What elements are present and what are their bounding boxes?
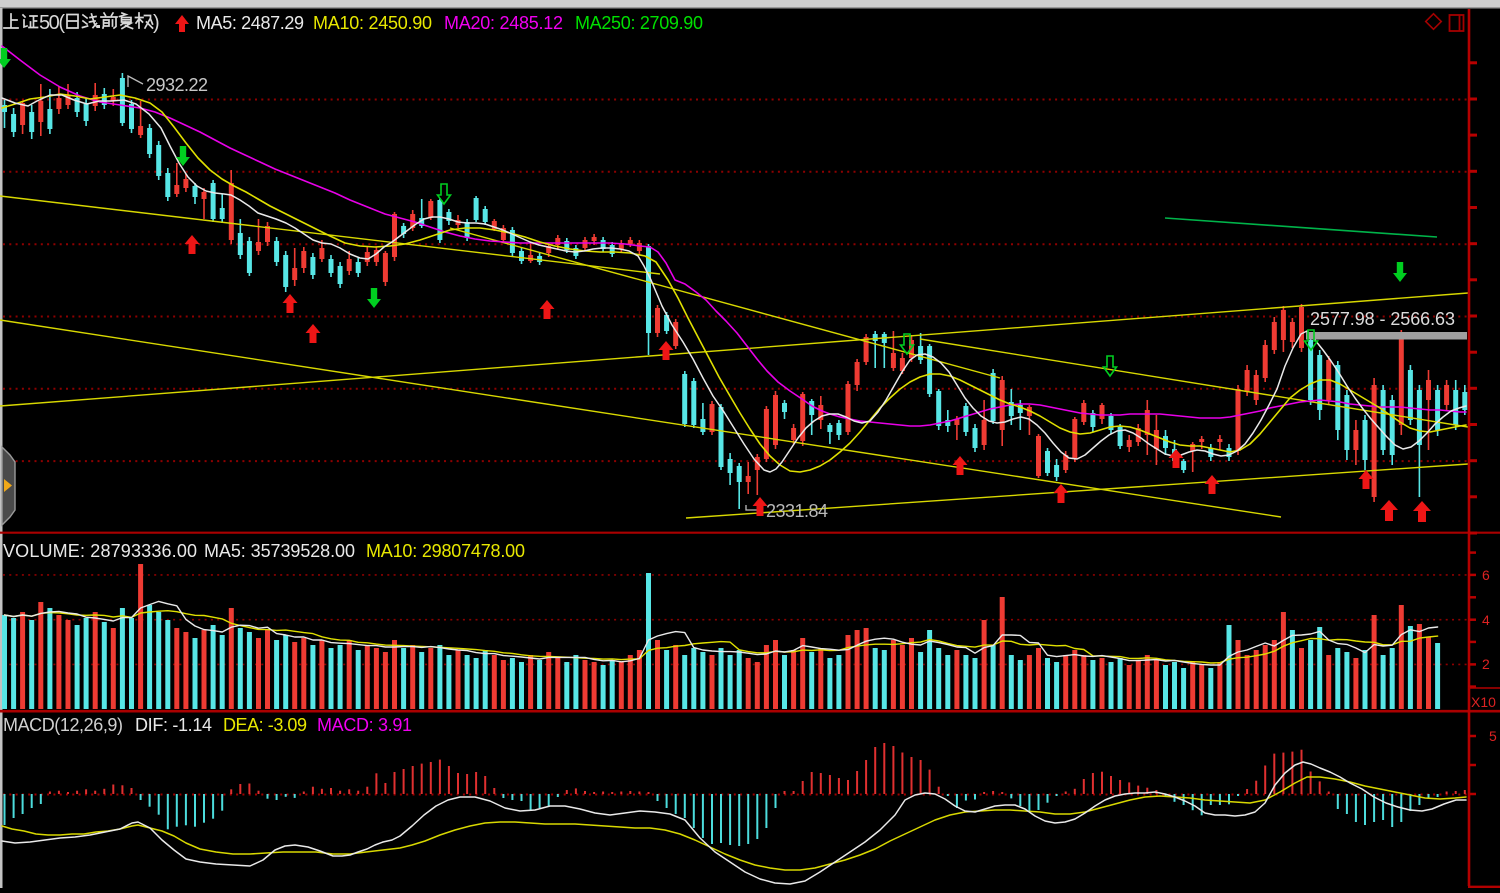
svg-text:VOLUME: 28793336.00: VOLUME: 28793336.00 bbox=[3, 541, 197, 561]
svg-text:X10: X10 bbox=[1471, 694, 1496, 710]
svg-text:2: 2 bbox=[1482, 656, 1490, 672]
svg-text:MA5: 2487.29: MA5: 2487.29 bbox=[196, 13, 304, 33]
svg-text:2932.22: 2932.22 bbox=[146, 75, 208, 95]
svg-text:4: 4 bbox=[1482, 612, 1490, 628]
svg-text:5: 5 bbox=[1489, 728, 1497, 744]
svg-text:MA250: 2709.90: MA250: 2709.90 bbox=[575, 13, 703, 33]
svg-text:MACD(12,26,9): MACD(12,26,9) bbox=[3, 715, 123, 735]
svg-text:2331.84: 2331.84 bbox=[766, 501, 828, 521]
svg-text:50(: 50( bbox=[39, 12, 65, 34]
svg-text:MA10: 2450.90: MA10: 2450.90 bbox=[313, 13, 432, 33]
svg-text:MACD: 3.91: MACD: 3.91 bbox=[317, 715, 412, 735]
svg-text:DIF: -1.14: DIF: -1.14 bbox=[135, 715, 212, 735]
svg-text:MA5: 35739528.00: MA5: 35739528.00 bbox=[204, 541, 355, 561]
svg-text:6: 6 bbox=[1482, 567, 1490, 583]
svg-text:): ) bbox=[153, 12, 160, 34]
svg-text:MA20: 2485.12: MA20: 2485.12 bbox=[444, 13, 563, 33]
svg-text:DEA: -3.09: DEA: -3.09 bbox=[223, 715, 307, 735]
svg-text:2577.98 - 2566.63: 2577.98 - 2566.63 bbox=[1310, 309, 1455, 329]
svg-text:MA10: 29807478.00: MA10: 29807478.00 bbox=[366, 541, 525, 561]
